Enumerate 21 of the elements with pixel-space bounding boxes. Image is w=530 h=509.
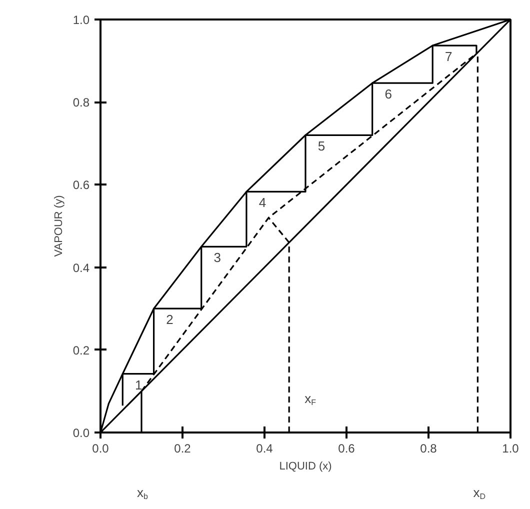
- annotation: 4: [258, 195, 266, 210]
- annotation: 5: [318, 138, 326, 154]
- y-axis-title: VAPOUR (y): [52, 195, 65, 257]
- annotation: 6: [384, 86, 392, 102]
- x-tick-label: 0.0: [92, 442, 110, 456]
- x-tick-label: 0.6: [338, 442, 356, 456]
- annotation: 3: [214, 250, 221, 266]
- y-tick-label: 0.6: [72, 178, 90, 192]
- y-tick-label: 0.4: [72, 260, 90, 275]
- x-tick-label: 0.8: [420, 442, 438, 456]
- y-tick-label: 0.0: [72, 426, 90, 440]
- annotation: 2: [166, 312, 174, 328]
- y-tick-label: 0.8: [72, 96, 90, 110]
- y-tick-label: 0.2: [72, 343, 90, 358]
- annotation: 7: [444, 49, 452, 64]
- x-tick-label: 1.0: [502, 442, 520, 456]
- x-axis-title: LIQUID (x): [279, 460, 332, 472]
- x-tick-label: 0.2: [174, 442, 192, 456]
- annotation: 1: [135, 377, 142, 392]
- x-tick-label: 0.4: [256, 442, 274, 456]
- y-tick-label: 1.0: [72, 13, 90, 27]
